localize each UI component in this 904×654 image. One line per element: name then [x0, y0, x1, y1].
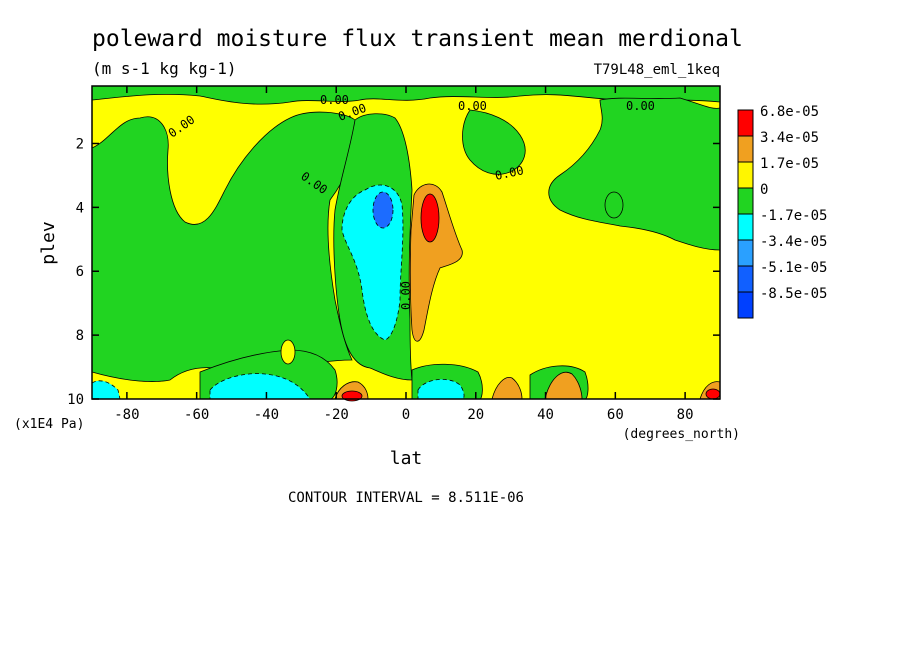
x-tick-label: 80 — [677, 407, 694, 423]
yellow-blob-1 — [280, 339, 296, 365]
legend-swatch — [737, 109, 754, 137]
legend-label: -8.5e-05 — [760, 286, 827, 302]
orange-near-surface-3 — [544, 372, 583, 400]
legend-swatch — [737, 161, 754, 189]
x-tick-label: -20 — [324, 407, 349, 423]
x-tick-label: -60 — [184, 407, 209, 423]
legend-swatch — [737, 213, 754, 241]
legend-label: 3.4e-05 — [760, 130, 819, 146]
color-legend: 6.8e-05 3.4e-05 1.7e-05 0 -1.7e-05 -3.4e-05 -5… — [737, 104, 827, 319]
x-units: (degrees_north) — [623, 427, 740, 442]
x-tick-label: -40 — [254, 407, 279, 423]
contour-interval: CONTOUR INTERVAL = 8.511E-06 — [288, 490, 524, 506]
negative-band-mid — [462, 109, 526, 175]
y-tick-label: 10 — [67, 392, 84, 408]
contour-label: 0.00 — [494, 163, 525, 183]
x-tick-label: 60 — [607, 407, 624, 423]
contour-label: 0.00 — [626, 99, 655, 113]
run-label: T79L48_eml_1keq — [594, 62, 720, 78]
red-near-surface-4 — [705, 388, 721, 400]
contour-field — [91, 85, 721, 402]
x-tick-label: 40 — [537, 407, 554, 423]
x-tick-label: -80 — [114, 407, 139, 423]
y-units: (x1E4 Pa) — [14, 417, 84, 432]
y-tick-label: 6 — [76, 264, 84, 280]
cyan-near-surface-south — [209, 373, 311, 400]
legend-swatch — [737, 291, 754, 319]
x-axis-label: lat — [390, 448, 423, 469]
contour-label: 0.00 — [399, 281, 413, 310]
legend-label: 0 — [760, 182, 768, 198]
legend-label: -5.1e-05 — [760, 260, 827, 276]
y-axis-label: plev — [38, 221, 59, 264]
cyan-near-surface-southpole — [91, 380, 121, 400]
x-axis: -80 -60 -40 -20 0 20 40 60 80 — [114, 86, 694, 423]
cyan-near-surface-equator — [417, 379, 465, 400]
x-tick-label: 20 — [467, 407, 484, 423]
contour-label: 0.00 — [458, 99, 487, 113]
legend-label: -3.4e-05 — [760, 234, 827, 250]
green-blob-1 — [604, 191, 624, 219]
legend-label: -1.7e-05 — [760, 208, 827, 224]
blue-core — [372, 191, 394, 229]
orange-near-surface-2 — [491, 377, 523, 400]
y-tick-label: 2 — [76, 136, 84, 152]
legend-label: 1.7e-05 — [760, 156, 819, 172]
legend-swatch — [737, 265, 754, 293]
red-equatorial-core — [420, 193, 440, 243]
x-tick-label: 0 — [402, 407, 410, 423]
negative-region-north — [548, 97, 721, 251]
legend-label: 6.8e-05 — [760, 104, 819, 120]
y-axis: 2 4 6 8 10 — [67, 136, 720, 408]
legend-swatch — [737, 135, 754, 163]
contour-label: 0.00 — [320, 93, 349, 107]
legend-swatch — [737, 187, 754, 215]
chart-units: (m s-1 kg kg-1) — [92, 59, 237, 78]
y-tick-label: 4 — [76, 200, 84, 216]
legend-swatch — [737, 239, 754, 267]
y-tick-label: 8 — [76, 328, 84, 344]
chart-title: poleward moisture flux transient mean me… — [92, 26, 743, 52]
